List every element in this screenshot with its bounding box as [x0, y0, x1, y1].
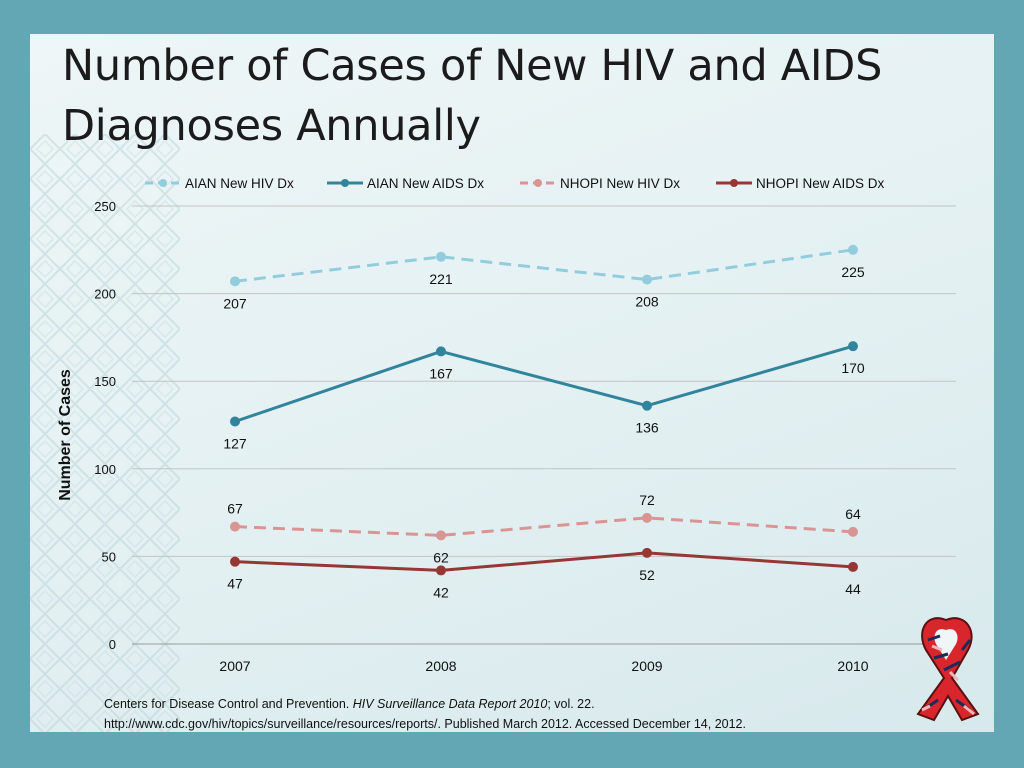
series-line: [234, 516, 854, 537]
data-label: 42: [433, 584, 449, 600]
y-tick-label: 150: [94, 374, 116, 389]
data-point: [848, 526, 858, 537]
legend-label: NHOPI New AIDS Dx: [756, 176, 885, 191]
legend-swatch-marker: [341, 179, 349, 187]
y-tick-label: 0: [109, 637, 116, 652]
legend-swatch-marker: [534, 179, 542, 187]
data-point: [642, 547, 652, 558]
series-line: [234, 248, 854, 283]
data-label: 208: [635, 294, 659, 310]
data-point: [848, 244, 858, 255]
legend-swatch-marker: [159, 179, 167, 187]
data-point: [848, 341, 858, 352]
data-label: 62: [433, 549, 449, 565]
y-axis-label: Number of Cases: [57, 369, 74, 501]
y-tick-label: 200: [94, 287, 116, 302]
tribal-pattern-decoration: [30, 134, 180, 732]
slide: Number of Cases of New HIV and AIDS Diag…: [30, 34, 994, 732]
legend-label: AIAN New HIV Dx: [185, 176, 294, 191]
data-label: 127: [223, 435, 247, 451]
data-label: 64: [845, 506, 861, 522]
source-report: HIV Surveillance Data Report 2010: [352, 697, 548, 711]
legend-label: AIAN New AIDS Dx: [367, 176, 484, 191]
y-tick-labels: 0 50 100 150 200 250: [94, 199, 116, 652]
data-point: [436, 251, 446, 262]
legend-swatch-marker: [730, 179, 738, 187]
y-tick-label: 250: [94, 199, 116, 214]
legend-label: NHOPI New HIV Dx: [560, 176, 680, 191]
slide-title: Number of Cases of New HIV and AIDS Diag…: [62, 41, 883, 151]
data-label: 47: [227, 576, 243, 592]
source-citation: Centers for Disease Control and Preventi…: [104, 694, 964, 732]
x-tick-label: 2010: [837, 658, 868, 674]
data-label: 167: [429, 365, 453, 381]
data-point: [436, 530, 446, 541]
data-point: [230, 276, 240, 287]
data-point: [230, 416, 240, 427]
data-label: 207: [223, 295, 247, 311]
data-point: [642, 512, 652, 523]
x-tick-label: 2009: [631, 658, 662, 674]
y-tick-label: 50: [102, 549, 116, 564]
x-tick-label: 2008: [425, 658, 456, 674]
series-lines: [230, 244, 858, 576]
data-label: 136: [635, 420, 659, 436]
data-label: 170: [841, 360, 865, 376]
red-ribbon-icon: [916, 617, 980, 722]
y-tick-label: 100: [94, 462, 116, 477]
data-point: [230, 521, 240, 532]
x-tick-labels: 2007 2008 2009 2010: [219, 658, 868, 674]
data-labels: 207 221 208 225 127 167 136 170 67 62 72 64 47 42 52 44: [223, 264, 865, 601]
data-label: 221: [429, 271, 453, 287]
data-point: [642, 274, 652, 285]
series-line: [234, 551, 854, 572]
data-point: [436, 346, 446, 357]
data-label: 44: [845, 581, 861, 597]
source-prefix: Centers for Disease Control and Preventi…: [104, 697, 353, 711]
source-suffix: ; vol. 22.: [547, 697, 595, 711]
data-point: [848, 561, 858, 572]
data-label: 52: [639, 567, 655, 583]
line-chart: 0 50 100 150 200 250 2007 2008 2009 2010 Number …: [57, 176, 956, 674]
data-point: [230, 556, 240, 567]
legend: AIAN New HIV Dx AIAN New AIDS Dx NHOPI New…: [145, 176, 885, 191]
data-point: [436, 565, 446, 576]
gridlines: [132, 205, 956, 645]
data-label: 67: [227, 501, 243, 517]
data-point: [642, 400, 652, 411]
x-tick-label: 2007: [219, 658, 250, 674]
source-url: http://www.cdc.gov/hiv/topics/surveillan…: [104, 717, 746, 731]
series-line: [234, 344, 854, 423]
data-label: 72: [639, 492, 655, 508]
data-label: 225: [841, 264, 865, 280]
